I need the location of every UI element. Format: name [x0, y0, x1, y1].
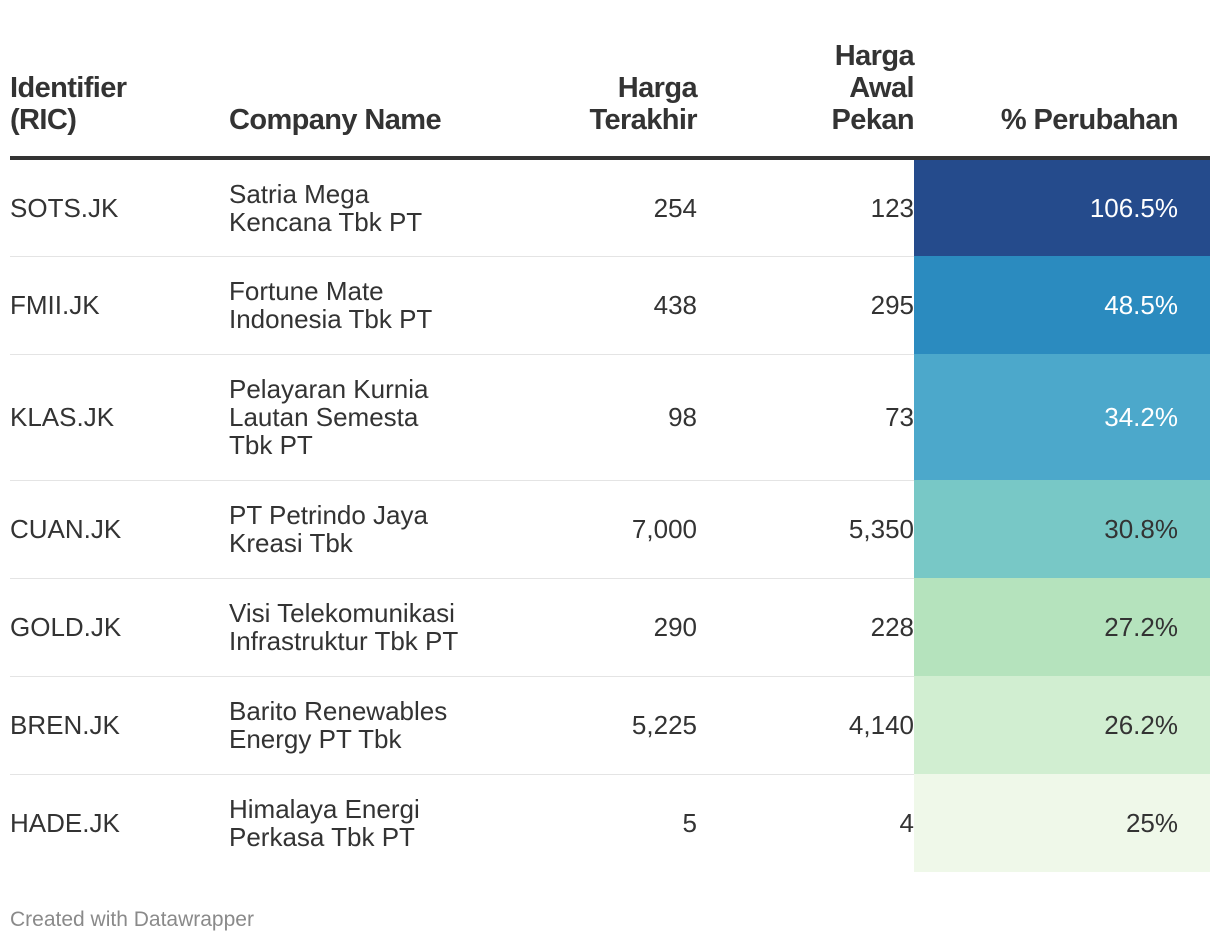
- cell-ric: BREN.JK: [10, 676, 229, 775]
- cell-company-name: PT Petrindo Jaya Kreasi Tbk: [229, 480, 496, 579]
- header-percent-change[interactable]: % Perubahan: [914, 40, 1210, 160]
- table-row: SOTS.JK Satria Mega Kencana Tbk PT 254 123 1…: [10, 158, 1210, 257]
- cell-percent-change: 34.2%: [914, 354, 1210, 480]
- header-week-open-price[interactable]: Harga Awal Pekan: [697, 40, 915, 160]
- header-last-price[interactable]: Harga Terakhir: [496, 40, 698, 160]
- cell-ric: CUAN.JK: [10, 480, 229, 579]
- cell-ric: GOLD.JK: [10, 578, 229, 677]
- cell-last-price: 98: [496, 354, 697, 481]
- cell-company-name: Himalaya Energi Perkasa Tbk PT: [229, 794, 420, 853]
- footer-credit: Created with Datawrapper: [10, 908, 254, 931]
- cell-percent-change: 30.8%: [914, 480, 1210, 578]
- cell-week-open-price: 228: [697, 578, 914, 677]
- cell-week-open-price: 5,350: [697, 480, 914, 579]
- cell-week-open-price: 4,140: [697, 676, 914, 775]
- header-company-name[interactable]: Company Name: [229, 40, 496, 160]
- cell-company-name: Barito Renewables Energy PT Tbk: [229, 676, 496, 775]
- cell-percent-change: 106.5%: [914, 158, 1210, 256]
- cell-last-price: 290: [496, 578, 697, 677]
- cell-week-open-price: 295: [697, 256, 914, 355]
- cell-percent-change: 27.2%: [914, 578, 1210, 676]
- cell-last-price: 438: [496, 256, 697, 355]
- table-header: Identifier (RIC) Company Name Harga Tera…: [10, 40, 1210, 160]
- cell-company-name: Visi Telekomunikasi Infrastruktur Tbk PT: [229, 578, 496, 677]
- cell-week-open-price: 4: [899, 808, 914, 839]
- table-row: HADE.JK Himalaya Energi Perkasa Tbk PT 5 4 2…: [10, 774, 1210, 872]
- data-table-wrapper: Identifier (RIC) Company Name Harga Tera…: [10, 40, 1210, 872]
- cell-ric: FMII.JK: [10, 256, 229, 355]
- table-row: KLAS.JK Pelayaran Kurnia Lautan Semesta T…: [10, 354, 1210, 481]
- cell-week-open-price: 73: [697, 354, 914, 481]
- table-row: BREN.JK Barito Renewables Energy PT Tbk 5,…: [10, 676, 1210, 775]
- table-row: CUAN.JK PT Petrindo Jaya Kreasi Tbk 7,000 5…: [10, 480, 1210, 579]
- table-row: GOLD.JK Visi Telekomunikasi Infrastruktur…: [10, 578, 1210, 677]
- stock-change-table: Identifier (RIC) Company Name Harga Tera…: [10, 40, 1210, 872]
- cell-company-name: Pelayaran Kurnia Lautan Semesta Tbk PT: [229, 354, 496, 481]
- cell-last-price: 254: [496, 158, 697, 257]
- cell-last-price: 7,000: [496, 480, 697, 579]
- cell-percent-change: 25%: [914, 774, 1210, 872]
- cell-percent-change: 26.2%: [914, 676, 1210, 774]
- cell-company-name: Fortune Mate Indonesia Tbk PT: [229, 256, 496, 355]
- cell-percent-change: 48.5%: [914, 256, 1210, 354]
- table-row: FMII.JK Fortune Mate Indonesia Tbk PT 438 2…: [10, 256, 1210, 355]
- cell-last-price: 5,225: [496, 676, 697, 775]
- cell-ric: KLAS.JK: [10, 354, 229, 481]
- header-identifier[interactable]: Identifier (RIC): [10, 40, 229, 160]
- cell-company-name: Satria Mega Kencana Tbk PT: [229, 158, 496, 257]
- cell-ric: SOTS.JK: [10, 158, 229, 257]
- cell-ric: HADE.JK: [10, 808, 120, 839]
- cell-last-price: 5: [682, 808, 697, 839]
- table-body: SOTS.JK Satria Mega Kencana Tbk PT 254 123 1…: [10, 158, 1210, 872]
- header-row: Identifier (RIC) Company Name Harga Tera…: [10, 40, 1210, 160]
- cell-week-open-price: 123: [697, 158, 914, 257]
